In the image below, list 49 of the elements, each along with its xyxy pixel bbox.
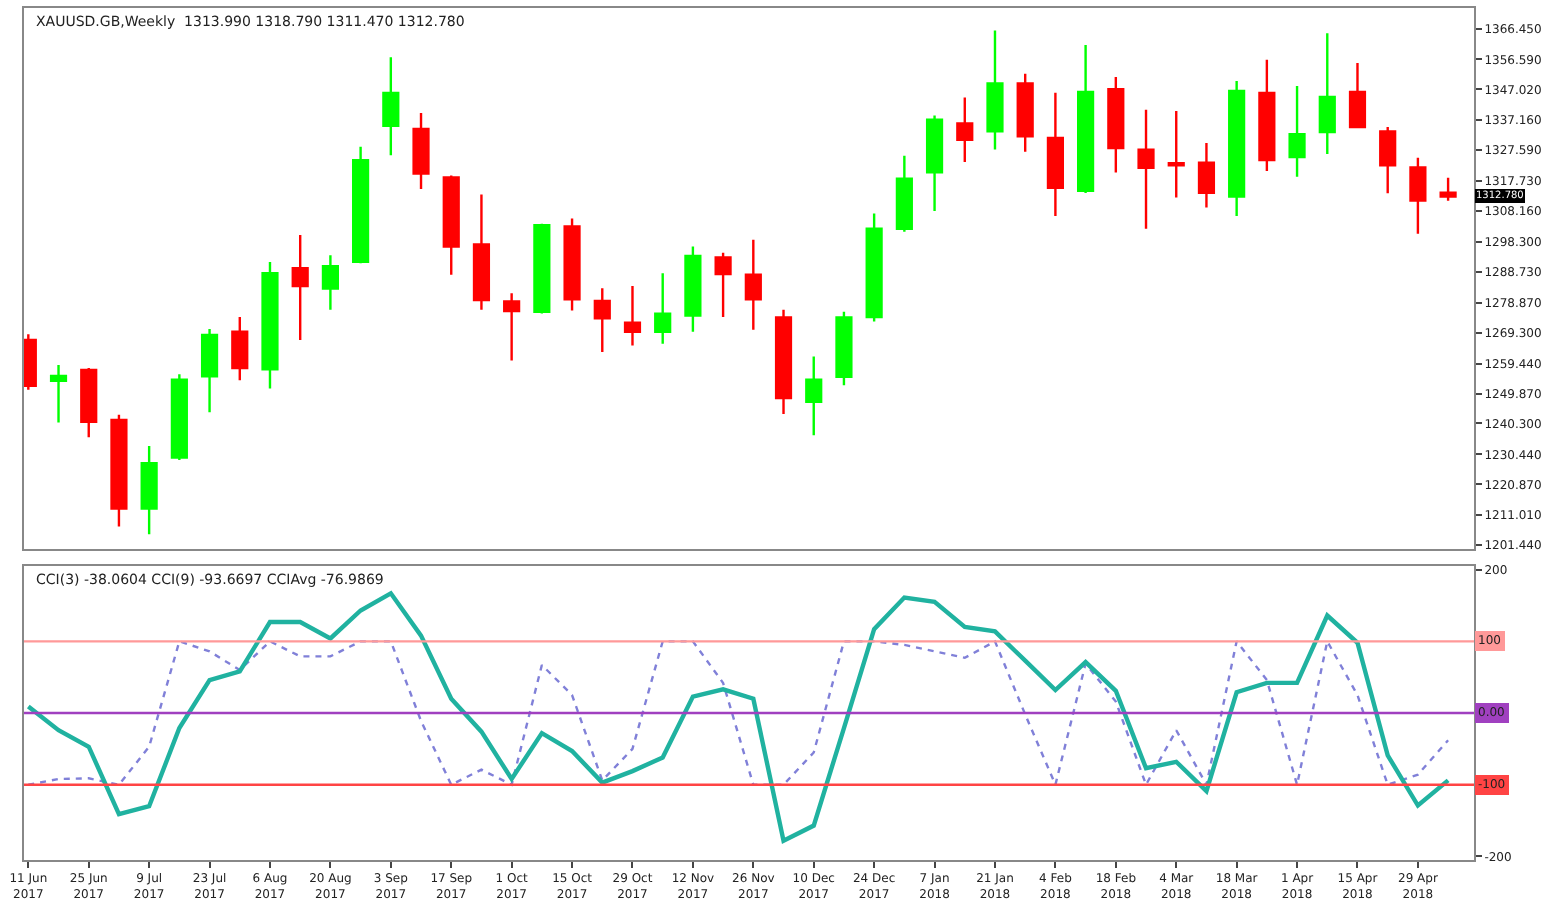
candlestick [200, 327, 219, 414]
candlestick [1258, 58, 1276, 173]
candlestick [593, 287, 611, 354]
candlestick [714, 251, 732, 319]
candlestick [654, 271, 672, 345]
candlestick [774, 308, 793, 416]
candlestick [1137, 108, 1155, 230]
candlestick [1197, 141, 1216, 209]
candlestick [442, 174, 460, 276]
candlestick [925, 114, 944, 213]
line-series [26, 591, 1451, 843]
candlestick [684, 245, 702, 333]
candlestick [623, 284, 642, 347]
candlestick [503, 292, 521, 362]
candlestick [110, 413, 128, 528]
candlestick [472, 193, 491, 312]
candlestick [1439, 176, 1457, 202]
candlestick [835, 310, 853, 387]
candlestick [1228, 79, 1246, 218]
candlestick [986, 29, 1004, 151]
candlestick [805, 355, 823, 437]
candlestick [291, 233, 309, 342]
candlestick [1288, 84, 1306, 178]
candlestick [352, 145, 370, 265]
candlestick [231, 315, 249, 382]
candlestick [80, 366, 98, 439]
candlestick [261, 260, 279, 390]
candlestick [865, 212, 883, 323]
candlestick [1167, 109, 1185, 199]
candlestick [1046, 91, 1064, 218]
candlestick [563, 217, 581, 312]
candlestick [956, 96, 974, 164]
candlestick [1318, 32, 1336, 156]
candlestick [744, 238, 762, 332]
candlestick [170, 373, 188, 462]
candlestick [412, 111, 430, 191]
candlestick [1348, 61, 1367, 130]
candlestick [321, 254, 339, 312]
candlestick [1077, 43, 1095, 195]
candlestick [1016, 72, 1034, 153]
candlestick [1107, 75, 1125, 174]
candlestick [895, 154, 913, 234]
candlestick [1409, 156, 1427, 235]
candlestick [140, 444, 158, 536]
candlestick [382, 55, 400, 157]
candlestick [533, 222, 551, 315]
candlestick [1379, 125, 1397, 195]
candlestick [49, 363, 68, 424]
line-series [27, 640, 1450, 786]
